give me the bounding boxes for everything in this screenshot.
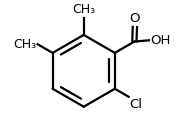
Text: OH: OH bbox=[150, 34, 170, 47]
Text: O: O bbox=[130, 12, 140, 25]
Text: CH₃: CH₃ bbox=[72, 3, 95, 16]
Text: Cl: Cl bbox=[129, 98, 142, 111]
Text: CH₃: CH₃ bbox=[13, 38, 36, 51]
